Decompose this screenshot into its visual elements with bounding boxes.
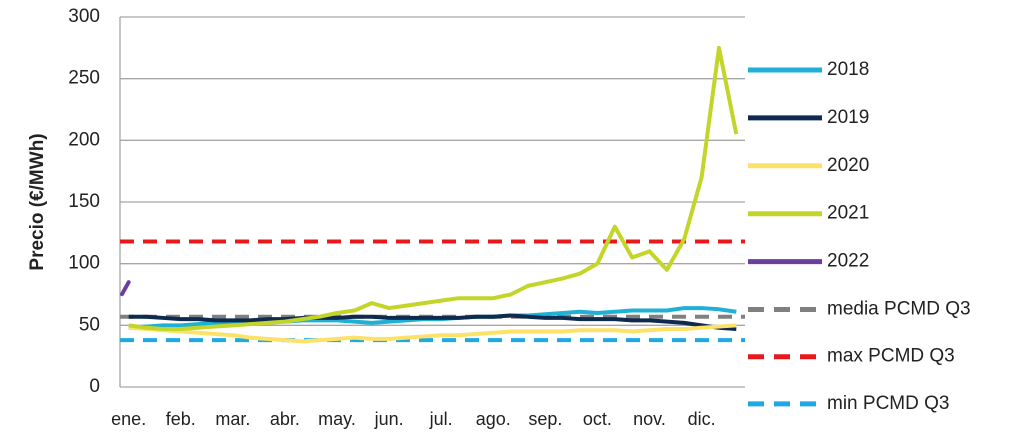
y-tick-label: 200	[68, 129, 100, 150]
legend-label: min PCMD Q3	[827, 393, 949, 414]
series-line	[128, 313, 737, 332]
x-tick-label: ago.	[476, 409, 511, 429]
x-tick-label: abr.	[270, 409, 300, 429]
legend-label: 2022	[827, 251, 869, 272]
x-tick-label: jun.	[374, 409, 404, 429]
y-tick-label: 100	[68, 253, 100, 274]
x-tick-label: sep.	[528, 409, 562, 429]
series-line	[128, 45, 739, 332]
legend-label: 2019	[827, 107, 869, 128]
x-tick-label: mar.	[215, 409, 250, 429]
legend-label: 2020	[827, 155, 869, 176]
y-tick-label: 50	[79, 314, 100, 335]
x-tick-label: ene.	[111, 409, 146, 429]
x-tick-label: feb.	[166, 409, 196, 429]
y-tick-label: 300	[68, 6, 100, 27]
y-tick-label: 0	[89, 376, 100, 397]
legend-label: max PCMD Q3	[827, 346, 955, 367]
series-line	[128, 323, 737, 344]
series-line	[120, 280, 131, 297]
x-tick-label: dic.	[688, 409, 716, 429]
x-tick-label: jul.	[429, 409, 453, 429]
legend-label: 2021	[827, 203, 869, 224]
y-axis-label: Precio (€/MWh)	[27, 133, 48, 270]
legend-label: 2018	[827, 59, 869, 80]
x-tick-label: oct.	[583, 409, 612, 429]
y-tick-label: 150	[68, 191, 100, 212]
y-tick-label: 250	[68, 68, 100, 89]
x-tick-label: nov.	[633, 409, 666, 429]
legend-label: media PCMD Q3	[827, 299, 971, 320]
x-tick-label: may.	[318, 409, 356, 429]
